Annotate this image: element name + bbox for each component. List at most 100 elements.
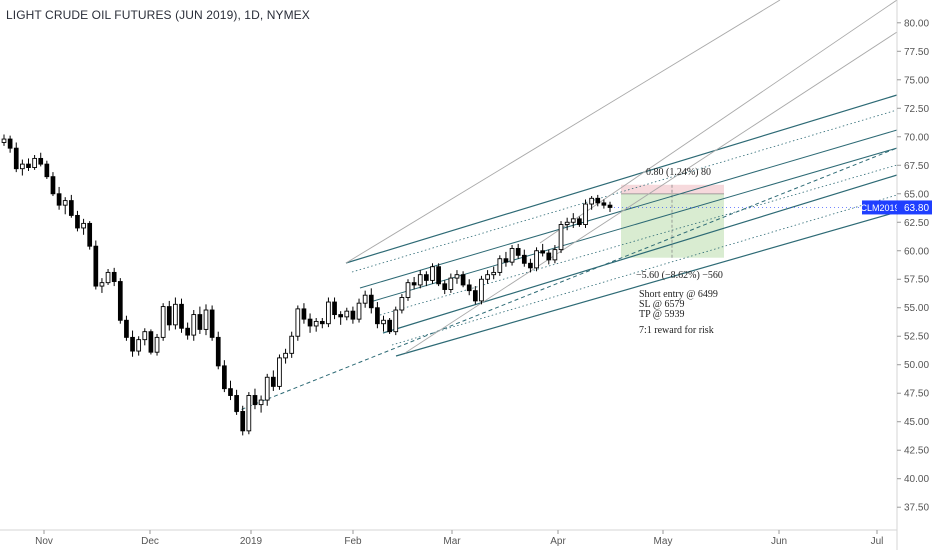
x-tick-label: Nov bbox=[35, 536, 53, 547]
candle-body bbox=[601, 202, 607, 206]
candle-body bbox=[99, 282, 105, 287]
symbol-tag bbox=[862, 200, 898, 215]
candle-body bbox=[173, 303, 178, 326]
candle-body bbox=[93, 245, 99, 287]
y-tick-label: 77.50 bbox=[904, 47, 929, 58]
chart-title: LIGHT CRUDE OIL FUTURES (JUN 2019), 1D, … bbox=[6, 8, 310, 22]
y-tick-label: 65.00 bbox=[904, 189, 929, 200]
candle-body bbox=[228, 388, 233, 396]
guide-line-lower bbox=[404, 31, 898, 354]
candle-body bbox=[607, 204, 613, 208]
x-tick-label: Jul bbox=[871, 536, 884, 547]
y-tick-label: 52.50 bbox=[904, 332, 929, 343]
candle-body bbox=[583, 203, 588, 225]
candle-body bbox=[234, 395, 239, 412]
y-tick-label: 57.50 bbox=[904, 275, 929, 286]
candle-body bbox=[26, 163, 31, 168]
candle-body bbox=[44, 163, 50, 178]
ratio-note: 7:1 reward for risk bbox=[639, 325, 714, 336]
candle-body bbox=[7, 138, 13, 149]
y-tick-label: 62.50 bbox=[904, 218, 929, 229]
candle-body bbox=[136, 339, 142, 352]
candle-body bbox=[344, 310, 350, 318]
candle-body bbox=[222, 365, 227, 390]
candle-body bbox=[521, 254, 527, 264]
stop-loss-zone bbox=[621, 184, 724, 194]
candle-body bbox=[160, 306, 166, 338]
candle-body bbox=[381, 319, 386, 325]
candle-body bbox=[209, 309, 215, 338]
candle-body bbox=[338, 314, 344, 318]
y-tick-label: 72.50 bbox=[904, 104, 929, 115]
candles bbox=[1, 134, 613, 436]
candle-body bbox=[417, 274, 423, 286]
candle-body bbox=[454, 274, 460, 279]
x-tick-label: 2019 bbox=[240, 536, 263, 547]
channel-lower-line bbox=[395, 211, 898, 357]
candle-body bbox=[264, 376, 270, 401]
candle-body bbox=[289, 335, 295, 354]
y-tick-label: 60.00 bbox=[904, 246, 929, 257]
candle-body bbox=[515, 248, 521, 256]
channel-dotted-line-1 bbox=[351, 109, 898, 273]
candle-body bbox=[503, 258, 509, 263]
candle-body bbox=[38, 157, 44, 165]
candle-body bbox=[466, 284, 472, 292]
candle-body bbox=[203, 309, 209, 330]
candle-body bbox=[81, 222, 86, 229]
x-tick-label: Dec bbox=[141, 536, 159, 547]
price-tag bbox=[897, 200, 932, 215]
candle-body bbox=[399, 297, 405, 311]
trade-notes: 0.80 (1.24%) 80 −5.60 (−8.62%) −560 Shor… bbox=[636, 167, 723, 336]
candle-body bbox=[362, 294, 368, 304]
candle-body bbox=[20, 163, 25, 170]
candle-body bbox=[350, 310, 356, 320]
y-tick-label: 55.00 bbox=[904, 303, 929, 314]
candle-body bbox=[405, 282, 411, 298]
candle-body bbox=[111, 271, 117, 282]
candle-body bbox=[154, 336, 160, 353]
candle-body bbox=[148, 331, 154, 353]
candle-body bbox=[393, 309, 399, 333]
price-tag-label: 63.80 bbox=[904, 203, 929, 214]
median-dashed-line bbox=[234, 147, 898, 413]
candle-body bbox=[215, 336, 221, 367]
candle-body bbox=[252, 395, 258, 406]
candle-body bbox=[240, 411, 246, 432]
x-tick-label: Mar bbox=[443, 536, 461, 547]
y-tick-label: 67.50 bbox=[904, 161, 929, 172]
candle-body bbox=[368, 294, 374, 309]
candle-body bbox=[105, 271, 111, 284]
candle-body bbox=[424, 274, 429, 281]
candle-body bbox=[479, 278, 484, 302]
candle-body bbox=[540, 250, 546, 254]
drawing-tools[interactable] bbox=[234, 0, 898, 413]
channel-inner-line-1 bbox=[359, 129, 898, 289]
candle-body bbox=[197, 314, 203, 330]
candle-body bbox=[246, 395, 252, 432]
candle-body bbox=[142, 331, 148, 341]
candle-body bbox=[319, 320, 325, 325]
y-tick-label: 45.00 bbox=[904, 417, 929, 428]
lower-measure-label: −5.60 (−8.62%) −560 bbox=[636, 270, 723, 281]
candle-body bbox=[56, 193, 62, 206]
candle-body bbox=[326, 301, 331, 325]
candle-body bbox=[258, 399, 264, 406]
candle-body bbox=[442, 283, 448, 290]
candle-body bbox=[460, 274, 466, 286]
x-tick-label: May bbox=[654, 536, 673, 547]
candle-body bbox=[1, 138, 7, 143]
candle-body bbox=[185, 327, 190, 336]
candle-body bbox=[75, 214, 80, 229]
candle-body bbox=[179, 303, 184, 329]
candle-body bbox=[497, 258, 503, 273]
y-tick-label: 70.00 bbox=[904, 132, 929, 143]
candle-body bbox=[130, 336, 135, 352]
symbol-tag-label: CLM2019 bbox=[860, 203, 899, 213]
candle-body bbox=[491, 271, 497, 276]
candle-body bbox=[387, 319, 392, 333]
candle-body bbox=[375, 307, 380, 325]
take-profit-zone bbox=[621, 193, 724, 258]
